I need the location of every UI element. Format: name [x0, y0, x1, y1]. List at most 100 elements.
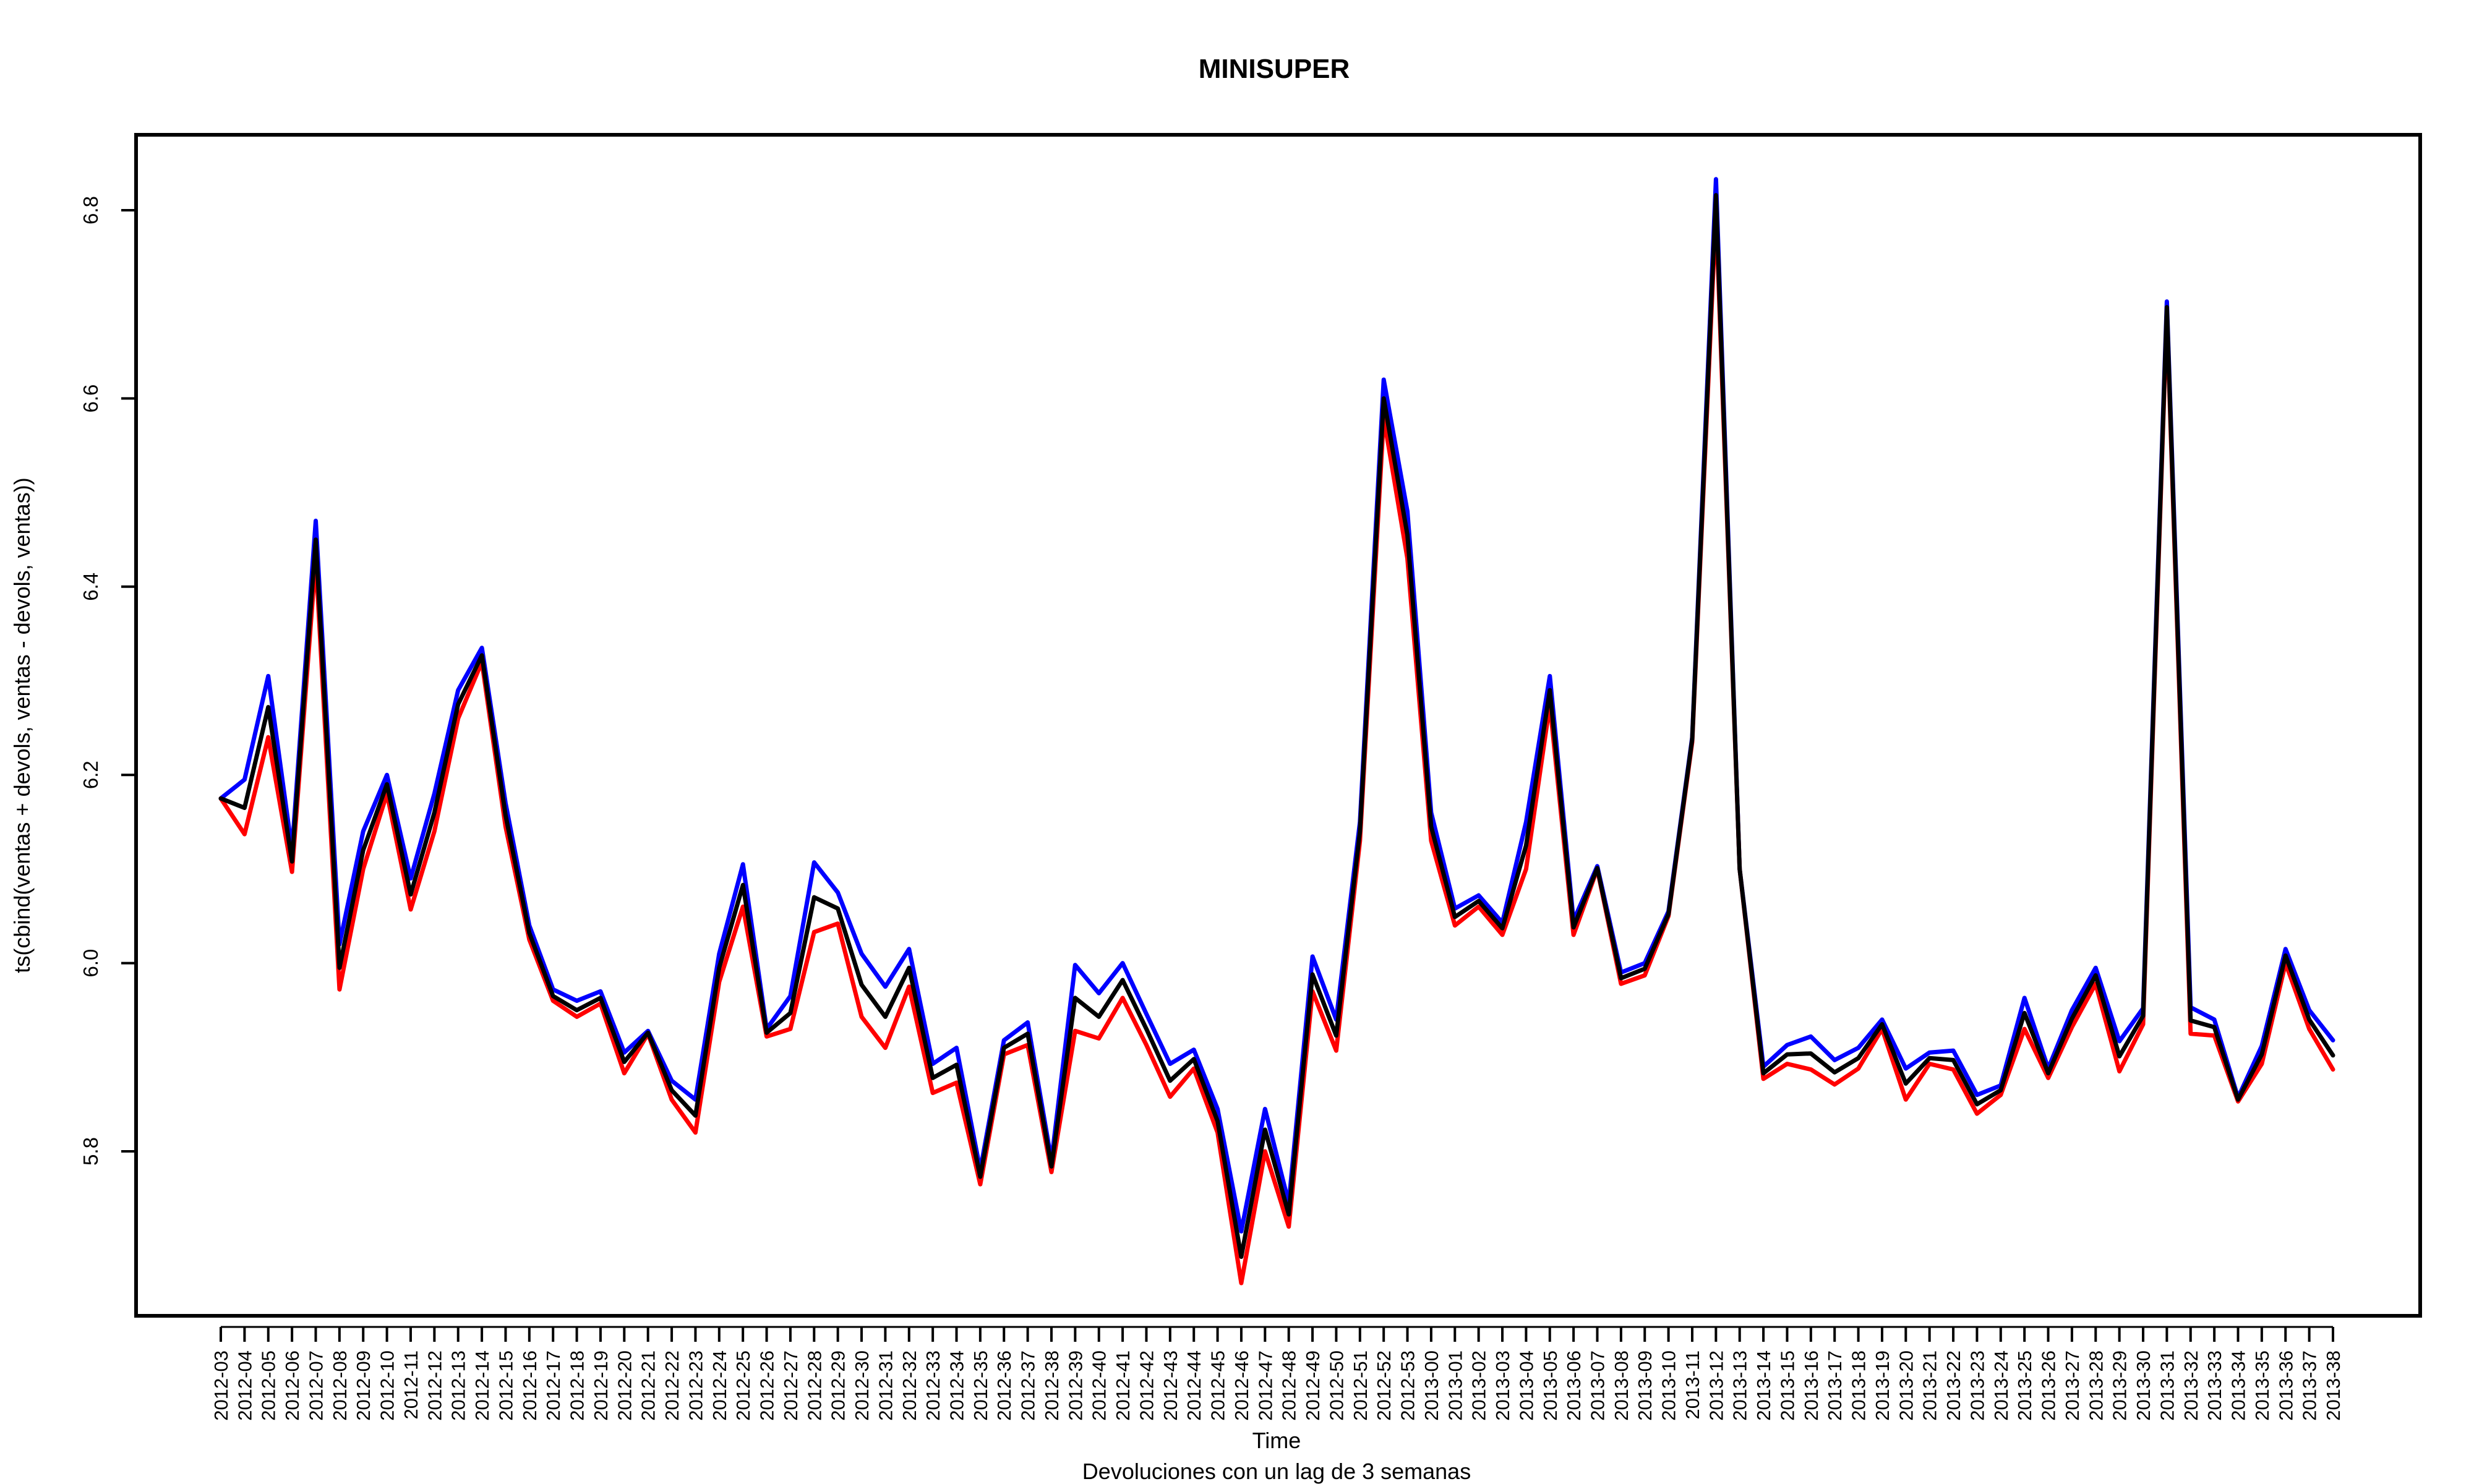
x-tick-label: 2013-12	[1705, 1350, 1727, 1421]
y-tick-label: 5.8	[79, 1137, 102, 1166]
x-tick-label: 2013-38	[2322, 1350, 2344, 1421]
x-tick-label: 2012-38	[1041, 1350, 1063, 1421]
x-tick-label: 2012-51	[1350, 1350, 1371, 1421]
x-tick-label: 2012-48	[1278, 1350, 1300, 1421]
x-tick-label: 2013-32	[2180, 1350, 2202, 1421]
x-tick-label: 2013-15	[1776, 1350, 1798, 1421]
x-tick-label: 2013-31	[2156, 1350, 2178, 1421]
x-tick-label: 2013-26	[2038, 1350, 2060, 1421]
x-tick-label: 2012-10	[377, 1350, 398, 1421]
x-tick-label: 2013-07	[1587, 1350, 1609, 1421]
x-tick-label: 2012-43	[1160, 1350, 1181, 1421]
x-tick-label: 2012-33	[922, 1350, 944, 1421]
x-tick-label: 2012-50	[1325, 1350, 1347, 1421]
y-tick-label: 6.0	[79, 949, 102, 978]
series-line-1	[218, 177, 2335, 1234]
x-tick-label: 2012-16	[519, 1350, 541, 1421]
x-tick-label: 2013-23	[1966, 1350, 1988, 1421]
x-tick-label: 2013-27	[2061, 1350, 2083, 1421]
x-tick-label: 2012-09	[353, 1350, 374, 1421]
x-tick-label: 2012-08	[329, 1350, 351, 1421]
x-tick-label: 2013-22	[1943, 1350, 1964, 1421]
x-tick-label: 2012-32	[899, 1350, 920, 1421]
x-tick-label: 2012-40	[1089, 1350, 1110, 1421]
x-tick-label: 2013-34	[2228, 1350, 2249, 1421]
x-tick-label: 2013-01	[1444, 1350, 1466, 1421]
x-tick-label: 2012-35	[970, 1350, 991, 1421]
y-tick-label: 6.2	[79, 761, 102, 789]
x-tick-label: 2012-12	[424, 1350, 445, 1421]
x-tick-label: 2013-09	[1634, 1350, 1656, 1421]
x-axis-subtitle: Devoluciones con un lag de 3 semanas	[1082, 1459, 1471, 1484]
x-tick-label: 2013-16	[1800, 1350, 1822, 1421]
x-tick-label: 2012-06	[281, 1350, 303, 1421]
series-line-3	[218, 193, 2335, 1259]
x-tick-label: 2012-53	[1397, 1350, 1419, 1421]
x-tick-label: 2012-15	[495, 1350, 516, 1421]
x-tick-label: 2013-30	[2133, 1350, 2154, 1421]
x-tick-label: 2012-26	[756, 1350, 778, 1421]
x-tick-label: 2012-14	[471, 1350, 493, 1421]
x-tick-label: 2013-02	[1468, 1350, 1490, 1421]
x-tick-label: 2013-29	[2109, 1350, 2131, 1421]
y-axis: 5.8 6.0 6.2 6.4 6.6 6.8	[79, 196, 136, 1166]
x-tick-label: 2013-28	[2085, 1350, 2107, 1421]
x-tick-label: 2012-23	[685, 1350, 706, 1421]
x-tick-label: 2013-21	[1919, 1350, 1941, 1421]
x-tick-label: 2012-20	[614, 1350, 635, 1421]
plot-area	[134, 133, 2422, 1318]
x-tick-label: 2013-25	[2014, 1350, 2035, 1421]
x-tick-label: 2013-20	[1895, 1350, 1917, 1421]
x-tick-label: 2012-29	[828, 1350, 849, 1421]
x-tick-label: 2012-18	[567, 1350, 588, 1421]
x-tick-label: 2013-00	[1421, 1350, 1442, 1421]
x-tick-label: 2012-36	[993, 1350, 1015, 1421]
x-axis-label: Time	[1252, 1428, 1301, 1453]
chart-title: MINISUPER	[1199, 54, 1350, 84]
y-tick-label: 6.4	[79, 573, 102, 601]
x-tick-label: 2012-24	[709, 1350, 730, 1421]
x-tick-label: 2012-47	[1254, 1350, 1276, 1421]
x-tick-label: 2013-11	[1682, 1350, 1703, 1419]
x-tick-label: 2012-31	[875, 1350, 896, 1421]
x-tick-label: 2013-10	[1658, 1350, 1680, 1421]
x-tick-label: 2012-04	[234, 1350, 255, 1421]
x-tick-label: 2012-46	[1231, 1350, 1252, 1421]
x-tick-label: 2013-24	[1990, 1350, 2012, 1421]
x-tick-label: 2012-25	[732, 1350, 754, 1421]
x-tick-label: 2012-03	[210, 1350, 232, 1421]
x-tick-label: 2012-13	[448, 1350, 469, 1421]
x-tick-label: 2013-35	[2251, 1350, 2273, 1421]
x-tick-label: 2013-33	[2204, 1350, 2225, 1421]
x-tick-label: 2013-14	[1753, 1350, 1774, 1421]
x-tick-label: 2012-39	[1064, 1350, 1086, 1421]
x-tick-label: 2012-11	[400, 1350, 422, 1419]
x-tick-label: 2013-17	[1824, 1350, 1846, 1421]
series-line-2	[218, 208, 2335, 1286]
x-tick-label: 2012-42	[1136, 1350, 1157, 1421]
x-tick-label: 2013-18	[1848, 1350, 1870, 1421]
x-tick-label: 2012-34	[946, 1350, 967, 1421]
x-tick-label: 2012-44	[1183, 1350, 1205, 1421]
x-tick-label: 2012-07	[305, 1350, 327, 1421]
x-tick-label: 2012-37	[1017, 1350, 1039, 1421]
x-tick-label: 2013-04	[1515, 1350, 1537, 1421]
x-tick-label: 2013-37	[2299, 1350, 2321, 1421]
y-axis-label: ts(cbind(ventas + devols, ventas - devol…	[9, 477, 35, 973]
x-tick-label: 2012-17	[542, 1350, 564, 1421]
series-layer	[218, 177, 2335, 1286]
x-tick-label: 2012-27	[780, 1350, 802, 1421]
x-tick-label: 2013-13	[1729, 1350, 1751, 1421]
y-tick-label: 6.8	[79, 196, 102, 224]
x-tick-label: 2013-05	[1539, 1350, 1561, 1421]
x-tick-label: 2012-30	[851, 1350, 873, 1421]
x-tick-label: 2013-06	[1563, 1350, 1585, 1421]
x-tick-label: 2012-22	[661, 1350, 683, 1421]
x-tick-label: 2012-05	[258, 1350, 280, 1421]
x-tick-label: 2013-03	[1492, 1350, 1513, 1421]
y-tick-label: 6.6	[79, 384, 102, 412]
x-tick-label: 2012-21	[638, 1350, 659, 1421]
x-tick-label: 2012-19	[590, 1350, 612, 1421]
x-tick-label: 2012-28	[803, 1350, 825, 1421]
